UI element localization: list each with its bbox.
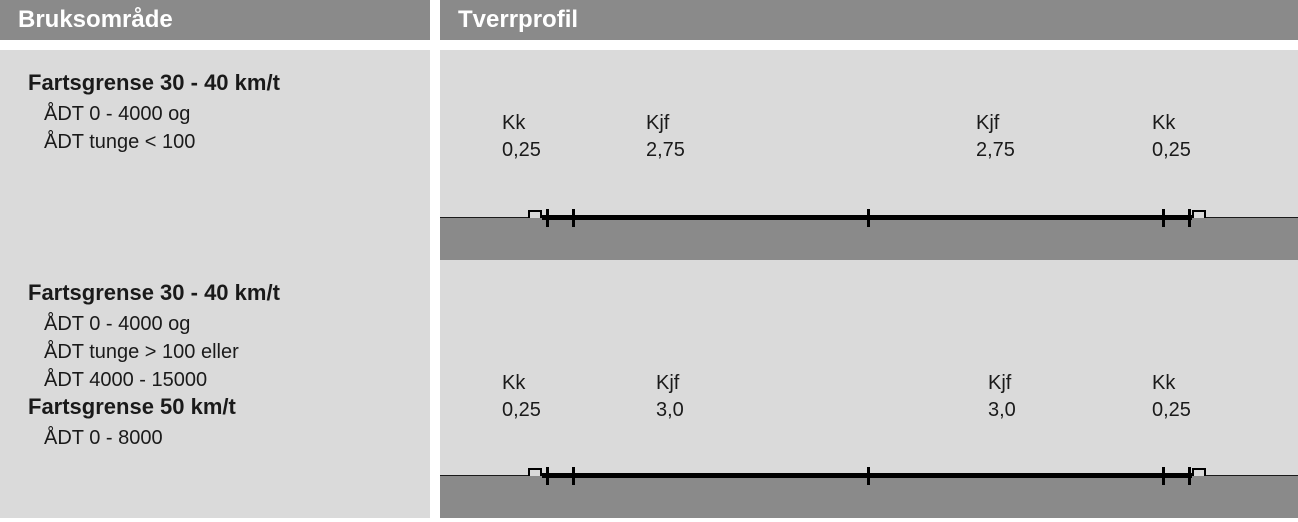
segment-value: 0,25	[502, 397, 541, 424]
data-row: Fartsgrense 30 - 40 km/t ÅDT 0 - 4000 ogÅ…	[0, 50, 1298, 260]
segment-value: 3,0	[988, 397, 1016, 424]
usage-cell: Fartsgrense 30 - 40 km/t ÅDT 0 - 4000 ogÅ…	[0, 50, 430, 260]
segment-label: Kk0,25	[1152, 110, 1191, 164]
lane-tick	[572, 209, 575, 227]
usage-line: ÅDT 0 - 4000 og	[28, 100, 412, 128]
segment-label: Kjf2,75	[646, 110, 685, 164]
curb	[528, 468, 542, 476]
segment-value: 2,75	[646, 137, 685, 164]
curb	[1192, 468, 1206, 476]
segment-name: Kk	[1152, 370, 1191, 397]
usage-line: ÅDT tunge < 100	[28, 128, 412, 156]
segment-label: Kjf2,75	[976, 110, 1015, 164]
profile-cell: Kk0,25Kjf3,0Kjf3,0Kk0,25	[440, 260, 1298, 518]
curb	[1192, 210, 1206, 218]
lane-tick	[572, 467, 575, 485]
profile-cell: Kk0,25Kjf2,75Kjf2,75Kk0,25	[440, 50, 1298, 260]
usage-cell: Fartsgrense 30 - 40 km/tÅDT 0 - 4000 ogÅ…	[0, 260, 430, 518]
segment-name: Kk	[502, 110, 541, 137]
segment-label: Kk0,25	[1152, 370, 1191, 424]
segment-name: Kk	[502, 370, 541, 397]
usage-line: ÅDT 0 - 8000	[28, 424, 412, 452]
segment-value: 0,25	[1152, 137, 1191, 164]
usage-title: Fartsgrense 30 - 40 km/t	[28, 280, 412, 306]
lane-tick	[1162, 467, 1165, 485]
lane-tick	[1162, 209, 1165, 227]
usage-line: ÅDT 0 - 4000 og	[28, 310, 412, 338]
lane-tick	[1188, 209, 1191, 227]
segment-label: Kk0,25	[502, 110, 541, 164]
segment-value: 0,25	[1152, 397, 1191, 424]
data-row: Fartsgrense 30 - 40 km/tÅDT 0 - 4000 ogÅ…	[0, 260, 1298, 518]
segment-label: Kk0,25	[502, 370, 541, 424]
segment-name: Kjf	[656, 370, 684, 397]
header-row: Bruksområde Tverrprofil	[0, 0, 1298, 40]
header-usage: Bruksområde	[0, 0, 430, 40]
header-profile: Tverrprofil	[440, 0, 1298, 40]
segment-value: 0,25	[502, 137, 541, 164]
usage-title: Fartsgrense 50 km/t	[28, 394, 412, 420]
lane-tick	[867, 467, 870, 485]
lane-tick	[546, 467, 549, 485]
usage-title: Fartsgrense 30 - 40 km/t	[28, 70, 412, 96]
segment-name: Kjf	[988, 370, 1016, 397]
lane-tick	[546, 209, 549, 227]
cross-section-table: Bruksområde Tverrprofil Fartsgrense 30 -…	[0, 0, 1298, 518]
segment-label: Kjf3,0	[656, 370, 684, 424]
segment-value: 2,75	[976, 137, 1015, 164]
segment-label: Kjf3,0	[988, 370, 1016, 424]
segment-value: 3,0	[656, 397, 684, 424]
lane-tick	[867, 209, 870, 227]
lane-tick	[1188, 467, 1191, 485]
segment-name: Kjf	[976, 110, 1015, 137]
segment-name: Kjf	[646, 110, 685, 137]
segment-name: Kk	[1152, 110, 1191, 137]
curb	[528, 210, 542, 218]
usage-line: ÅDT tunge > 100 eller	[28, 338, 412, 366]
usage-line: ÅDT 4000 - 15000	[28, 366, 412, 394]
